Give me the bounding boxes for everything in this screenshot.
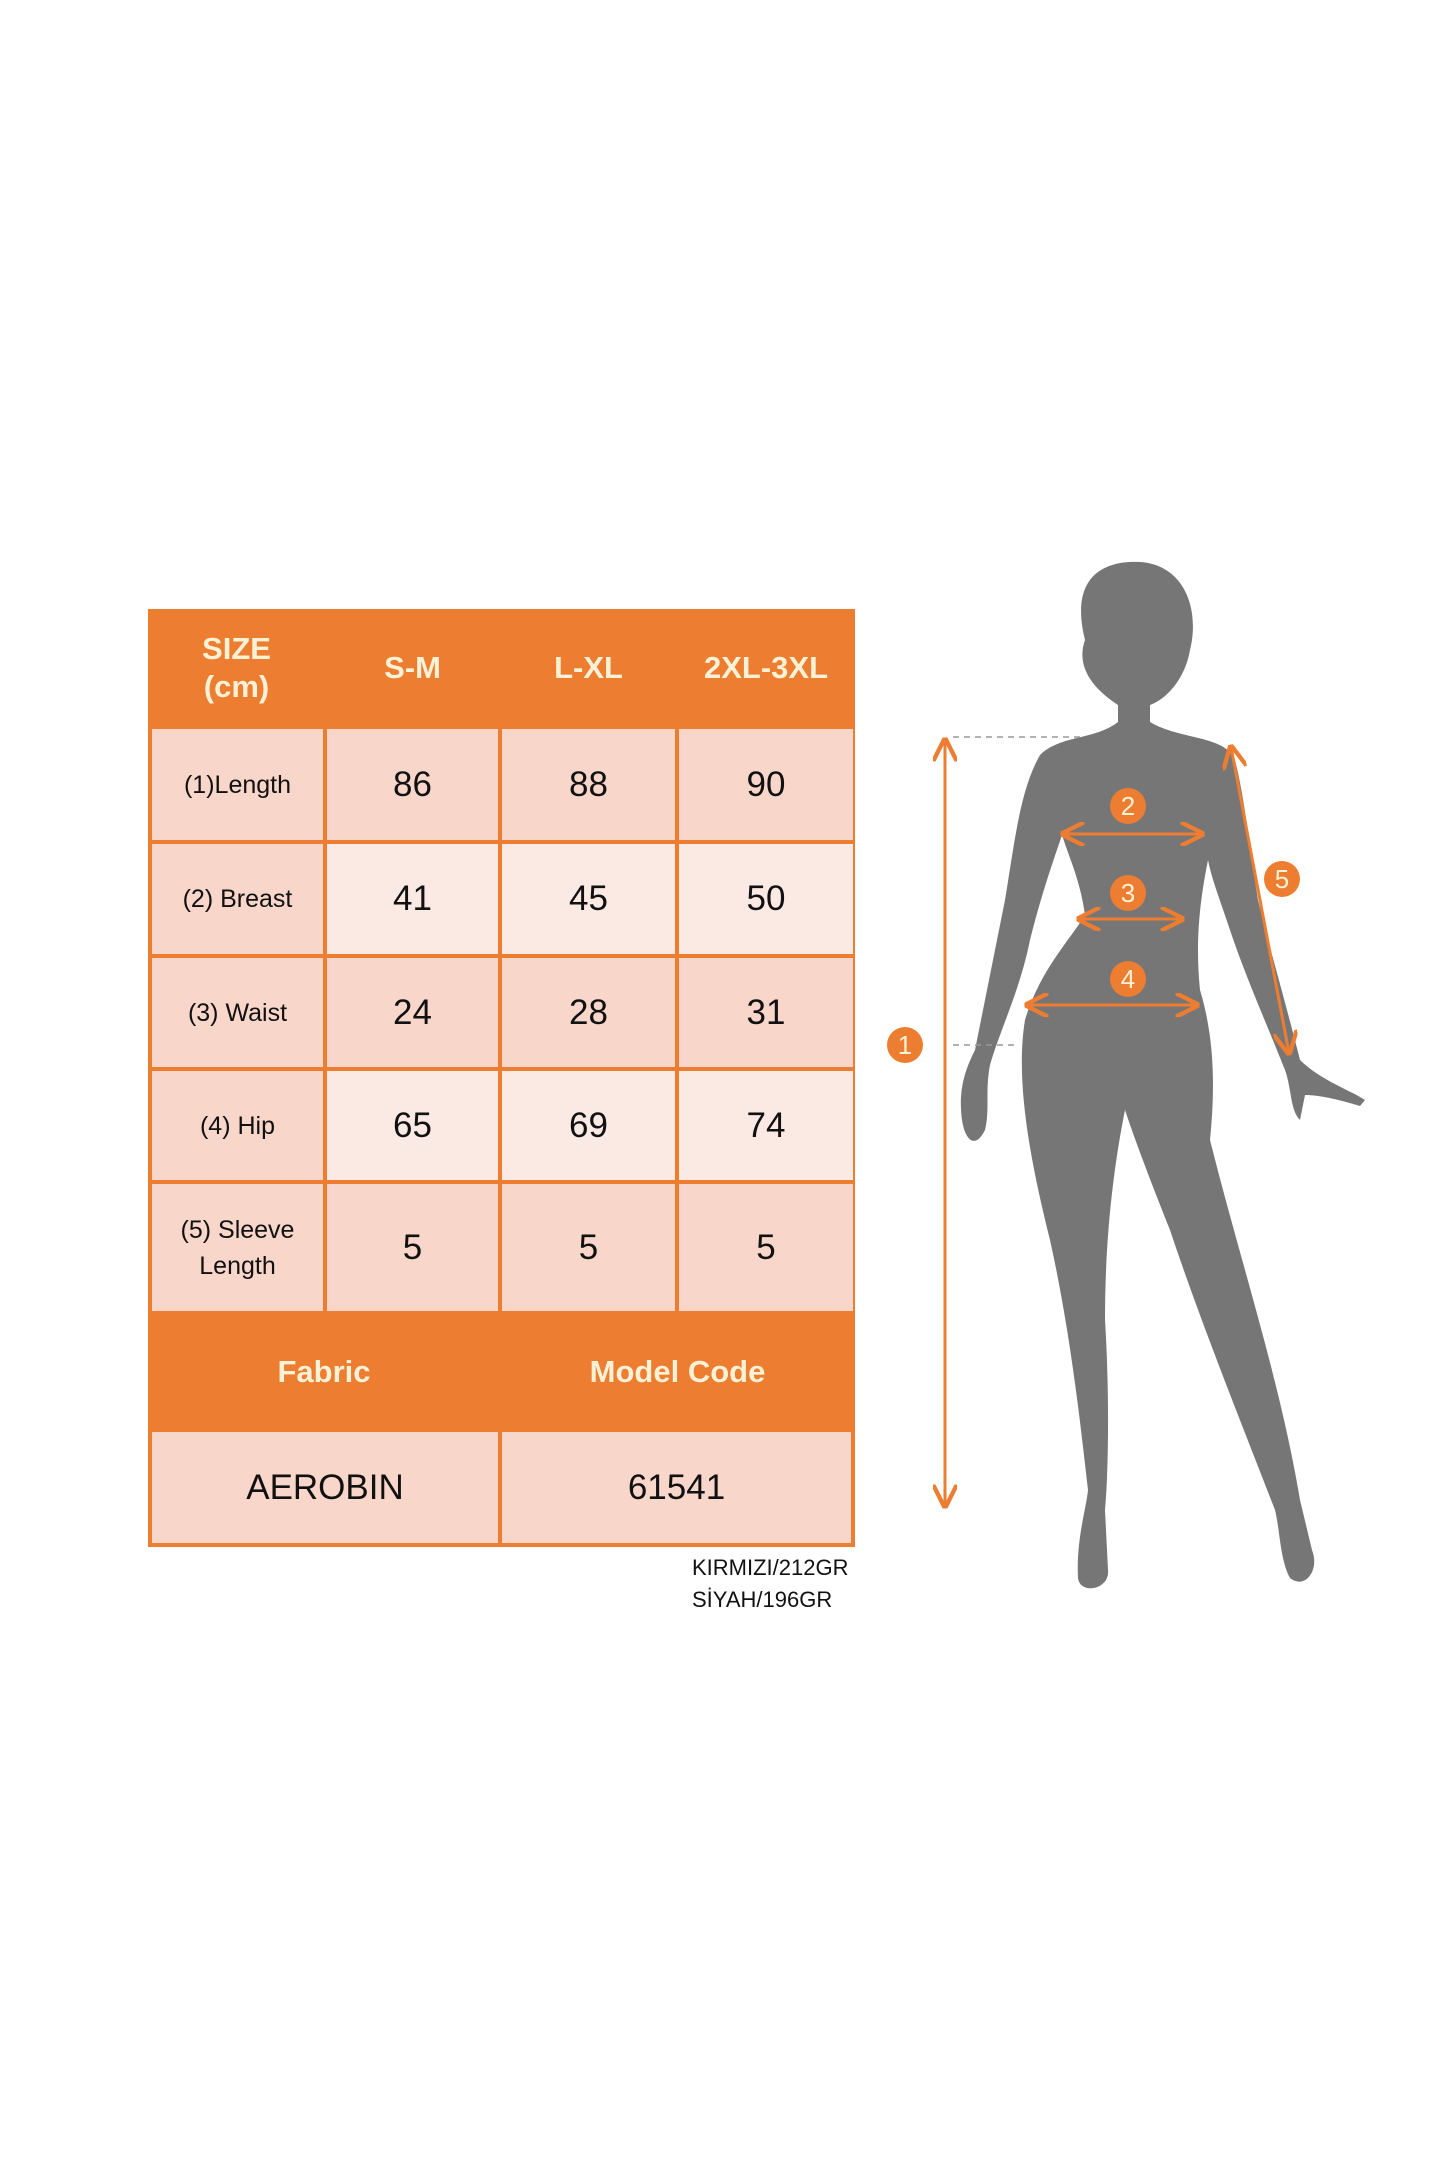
- header-cell: L-XL: [554, 650, 623, 685]
- row-label: (5) Sleeve Length: [152, 1184, 323, 1311]
- header-cell: SIZE (cm): [202, 631, 271, 704]
- size-chart-table: SIZE (cm) S-M L-XL 2XL-3XL (1)Length 86 88 90 (2…: [148, 609, 855, 1547]
- marker-label: 1: [898, 1030, 912, 1060]
- marker-label: 2: [1121, 791, 1135, 821]
- row-label: (1)Length: [152, 729, 323, 840]
- marker-label: 5: [1275, 864, 1289, 894]
- size-value: 45: [502, 844, 675, 954]
- guide-lines: [953, 736, 1085, 1046]
- size-value: 5: [679, 1184, 853, 1311]
- footer-header-cell: Fabric: [277, 1353, 371, 1389]
- marker-4-icon: 4: [1110, 961, 1146, 997]
- size-value: 41: [327, 844, 498, 954]
- row-label: (3) Waist: [152, 958, 323, 1067]
- size-value: 28: [502, 958, 675, 1067]
- row-label: (4) Hip: [152, 1071, 323, 1180]
- footer-value-cell: AEROBIN: [152, 1432, 498, 1543]
- size-value: 88: [502, 729, 675, 840]
- size-value: 86: [327, 729, 498, 840]
- size-value: 5: [327, 1184, 498, 1311]
- marker-label: 3: [1121, 878, 1135, 908]
- weight-note: KIRMIZI/212GR SİYAH/196GR: [692, 1552, 848, 1616]
- size-value: 74: [679, 1071, 853, 1180]
- row-label: (2) Breast: [152, 844, 323, 954]
- weight-note-red: KIRMIZI/212GR: [692, 1555, 849, 1580]
- marker-2-icon: 2: [1110, 788, 1146, 824]
- header-cell: 2XL-3XL: [703, 650, 829, 685]
- size-value: 24: [327, 958, 498, 1067]
- size-value: 50: [679, 844, 853, 954]
- header-cell: S-M: [384, 650, 441, 685]
- sleeve-arrow: [1231, 747, 1289, 1053]
- marker-1-icon: 1: [887, 1027, 923, 1063]
- marker-5-icon: 5: [1264, 861, 1300, 897]
- weight-note-black: SİYAH/196GR: [692, 1587, 833, 1612]
- size-value: 69: [502, 1071, 675, 1180]
- marker-label: 4: [1121, 964, 1135, 994]
- footer-value-cell: 61541: [502, 1432, 851, 1543]
- footer-header-cell: Model Code: [589, 1353, 766, 1389]
- marker-3-icon: 3: [1110, 875, 1146, 911]
- size-value: 31: [679, 958, 853, 1067]
- size-value: 65: [327, 1071, 498, 1180]
- woman-silhouette-icon: [960, 561, 1365, 1589]
- size-value: 5: [502, 1184, 675, 1311]
- size-value: 90: [679, 729, 853, 840]
